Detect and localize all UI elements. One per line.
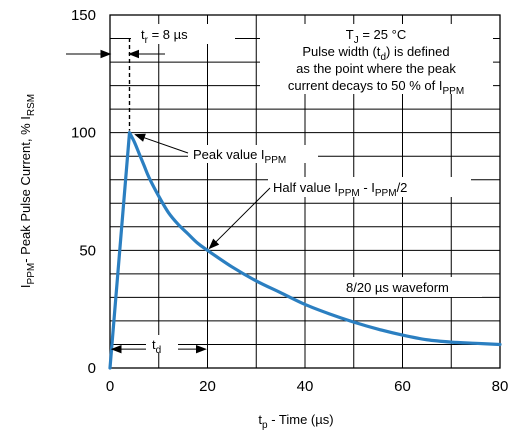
- plot-frame: [109, 14, 501, 369]
- x-tick-label: 80: [492, 378, 509, 395]
- td-arrow-right-head: [196, 344, 207, 354]
- half-label-bg: [268, 177, 471, 197]
- td-arrow-left-head: [110, 344, 122, 354]
- pulse-width-note-line1: Pulse width (td) is defined: [302, 44, 449, 63]
- info-box-bg: [260, 24, 493, 94]
- peak-label-bg: [188, 145, 318, 163]
- pulse-width-td-label: td: [152, 337, 161, 356]
- series-line: [108, 131, 502, 370]
- x-tick-label: 20: [199, 378, 216, 395]
- tr-arrow-left-head: [100, 49, 112, 59]
- x-tick-label: 60: [394, 378, 411, 395]
- y-tick-label: 0: [88, 360, 96, 377]
- waveform-label: 8/20 µs waveform: [346, 280, 449, 295]
- half-value-label: Half value IPPM - IPPM/2: [273, 180, 407, 199]
- junction-temp-label: TJ = 25 °C: [346, 27, 406, 46]
- half-arrow-line: [209, 187, 271, 249]
- pulse-width-note-line3: current decays to 50 % of IPPM: [288, 78, 464, 97]
- x-tick-label: 40: [297, 378, 314, 395]
- peak-arrow-head: [134, 133, 146, 142]
- tr-arrow-right-head: [128, 49, 139, 59]
- y-tick-label: 150: [71, 7, 96, 24]
- rise-time-label: tr = 8 µs: [141, 27, 188, 46]
- y-tick-label: 50: [79, 242, 96, 259]
- x-axis-label: tp - Time (µs): [258, 412, 333, 431]
- x-tick-label: 0: [106, 378, 114, 395]
- waveform-label-bg: [340, 277, 482, 297]
- half-arrow-head: [208, 238, 220, 250]
- annotation-arrows: [66, 38, 271, 354]
- pulse-width-note-line2: as the point where the peak: [296, 61, 456, 76]
- peak-value-label: Peak value IPPM: [193, 147, 286, 166]
- y-axis-label: IPPM- Peak Pulse Current, % IRSM: [18, 94, 37, 288]
- tick-labels: 0 20 40 60 80 0 50 100 150: [71, 7, 508, 395]
- td-label-bg: [146, 335, 178, 353]
- y-tick-label: 100: [71, 125, 96, 142]
- tr-label-bg: [131, 24, 235, 44]
